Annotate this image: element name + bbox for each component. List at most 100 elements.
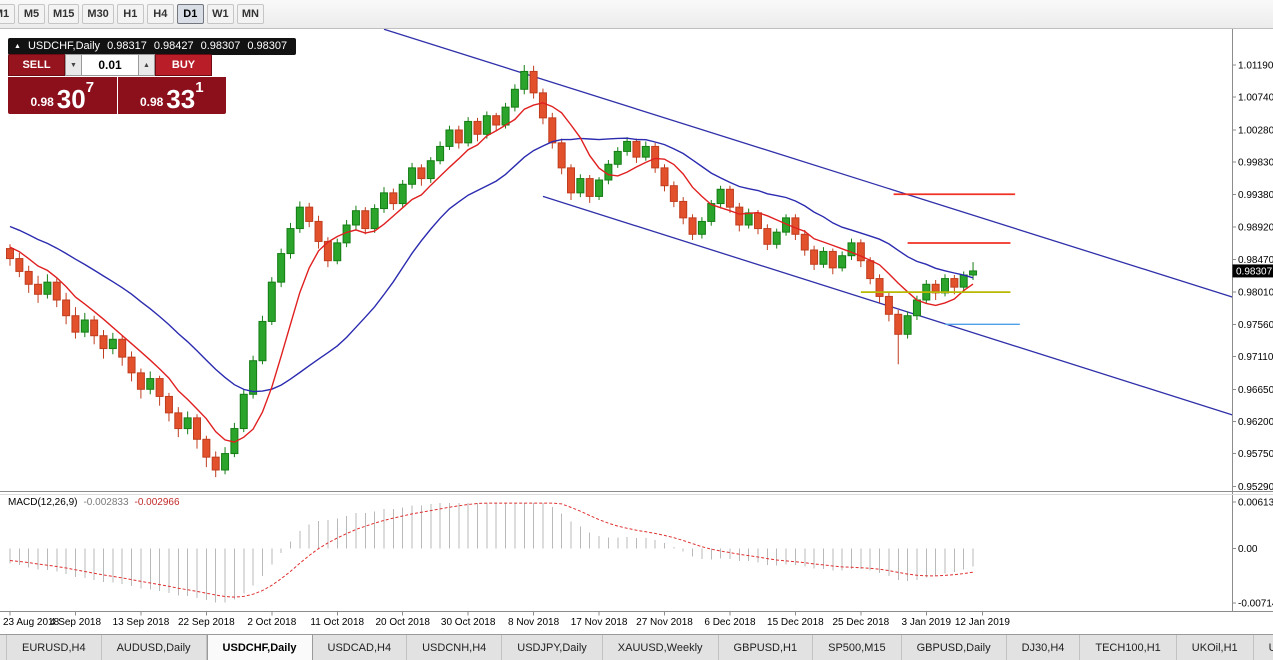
axes[interactable]: 1.01190 1.00740 1.00280 0.99830 0.99380 0.989…: [0, 28, 1273, 628]
tab-sp500-m15[interactable]: SP500,M15: [813, 635, 902, 660]
svg-text:2 Oct 2018: 2 Oct 2018: [247, 617, 296, 628]
one-click-trading-panel: SELL ▼ ▲ BUY 0.98 30 7 0.98 33 1: [8, 54, 226, 114]
timeframe-w1[interactable]: W1: [206, 4, 234, 24]
macd-main-value: -0.002833: [83, 497, 129, 508]
svg-text:0.98307: 0.98307: [1236, 266, 1273, 277]
timeframe-toolbar: M1 M5 M15 M30 H1 H4 D1 W1 MN: [0, 0, 1273, 29]
sell-price-point: 7: [85, 79, 95, 96]
buy-button[interactable]: BUY: [155, 54, 212, 76]
tab-usdcad-h4[interactable]: USDCAD,H4: [313, 635, 408, 660]
sell-price-pips: 30: [56, 83, 86, 114]
ma-slow-line: [9, 137, 974, 393]
tab-usdcnh-h4[interactable]: USDCNH,H4: [407, 635, 503, 660]
macd-signal-value: -0.002966: [134, 497, 180, 508]
macd-histogram: [9, 503, 974, 603]
tab-ukoil-h1[interactable]: UKOil,H1: [1177, 635, 1254, 660]
tab-partial[interactable]: U: [1254, 635, 1273, 660]
one-click-controls-row: SELL ▼ ▲ BUY: [8, 54, 226, 76]
lot-increase-button[interactable]: ▲: [138, 54, 155, 76]
svg-text:4 Sep 2018: 4 Sep 2018: [50, 617, 102, 628]
svg-text:0.96200: 0.96200: [1238, 417, 1273, 428]
svg-text:0.98920: 0.98920: [1238, 223, 1273, 234]
svg-text:1.00740: 1.00740: [1238, 93, 1273, 104]
svg-text:3 Jan 2019: 3 Jan 2019: [902, 617, 952, 628]
chart-symbol-label: USDCHF,Daily: [27, 40, 101, 52]
svg-text:12 Jan 2019: 12 Jan 2019: [955, 617, 1010, 628]
price-axis[interactable]: 1.01190 1.00740 1.00280 0.99830 0.99380 0.989…: [1232, 61, 1273, 493]
ohlc-open: 0.98317: [107, 40, 147, 52]
svg-text:22 Sep 2018: 22 Sep 2018: [178, 617, 235, 628]
tab-gbpusd-h1[interactable]: GBPUSD,H1: [719, 635, 814, 660]
svg-text:0.96650: 0.96650: [1238, 385, 1273, 396]
timeframe-h4[interactable]: H4: [146, 4, 174, 24]
tab-usdjpy-daily[interactable]: USDJPY,Daily: [502, 635, 603, 660]
tab-eurusd-h4[interactable]: EURUSD,H4: [6, 635, 102, 660]
ohlc-low: 0.98307: [200, 40, 241, 52]
svg-text:27 Nov 2018: 27 Nov 2018: [636, 617, 693, 628]
hlines-layer: [860, 193, 1020, 325]
svg-text:6 Dec 2018: 6 Dec 2018: [704, 617, 756, 628]
macd-name: MACD(12,26,9): [8, 497, 78, 508]
tab-tech100-h1[interactable]: TECH100,H1: [1080, 635, 1177, 660]
chart-symbol-header: ▲ USDCHF,Daily 0.98317 0.98427 0.98307 0…: [8, 38, 297, 55]
svg-text:0.95750: 0.95750: [1238, 449, 1273, 460]
buy-price-display[interactable]: 0.98 33 1: [117, 77, 226, 114]
svg-text:1.01190: 1.01190: [1238, 61, 1273, 72]
timeframe-m5[interactable]: M5: [18, 4, 45, 24]
ohlc-close: 0.98307: [247, 40, 288, 52]
sell-price-display[interactable]: 0.98 30 7: [8, 77, 117, 114]
svg-text:23 Aug 2018: 23 Aug 2018: [3, 617, 60, 628]
tab-audusd-daily[interactable]: AUDUSD,Daily: [102, 635, 207, 660]
svg-text:-0.007142: -0.007142: [1238, 598, 1273, 609]
chevron-down-icon: ▼: [70, 61, 77, 69]
chart-marker-icon: ▲: [14, 42, 21, 50]
timeframe-m1[interactable]: M1: [0, 4, 15, 24]
macd-signal-line: [9, 502, 974, 598]
svg-text:0.006137: 0.006137: [1238, 498, 1273, 509]
timeframe-mn[interactable]: MN: [236, 4, 264, 24]
svg-text:8 Nov 2018: 8 Nov 2018: [508, 617, 560, 628]
svg-text:0.99380: 0.99380: [1238, 190, 1273, 201]
svg-text:20 Oct 2018: 20 Oct 2018: [375, 617, 430, 628]
timeframe-m15[interactable]: M15: [48, 4, 80, 24]
ohlc-high: 0.98427: [153, 40, 194, 52]
current-price-marker: 0.98307: [1232, 264, 1273, 278]
svg-text:0.98470: 0.98470: [1238, 255, 1273, 266]
buy-price-pips: 33: [166, 83, 196, 114]
tab-usdchf-daily[interactable]: USDCHF,Daily: [206, 635, 313, 660]
lot-decrease-button[interactable]: ▼: [65, 54, 82, 76]
tab-xauusd-weekly[interactable]: XAUUSD,Weekly: [603, 635, 719, 660]
buy-price-point: 1: [195, 79, 204, 96]
timeframe-d1[interactable]: D1: [176, 4, 204, 24]
candles-layer: [6, 65, 978, 478]
tab-dj30-h4[interactable]: DJ30,H4: [1007, 635, 1081, 660]
svg-text:15 Dec 2018: 15 Dec 2018: [767, 617, 824, 628]
svg-text:0.95290: 0.95290: [1238, 482, 1273, 493]
timeframe-h1[interactable]: H1: [116, 4, 144, 24]
macd-panel[interactable]: [9, 502, 974, 603]
svg-text:25 Dec 2018: 25 Dec 2018: [832, 617, 889, 628]
svg-text:13 Sep 2018: 13 Sep 2018: [113, 617, 170, 628]
sell-price-prefix: 0.98: [30, 95, 54, 109]
one-click-prices-row: 0.98 30 7 0.98 33 1: [8, 77, 226, 114]
svg-text:0.00: 0.00: [1238, 544, 1258, 555]
svg-text:1.00280: 1.00280: [1238, 126, 1273, 137]
buy-price-prefix: 0.98: [139, 95, 164, 109]
chart-tabs-bar: EURUSD,H4 AUDUSD,Daily USDCHF,Daily USDC…: [0, 634, 1273, 660]
sell-button[interactable]: SELL: [8, 54, 65, 76]
tab-gbpusd-daily[interactable]: GBPUSD,Daily: [902, 635, 1007, 660]
svg-text:30 Oct 2018: 30 Oct 2018: [441, 617, 496, 628]
macd-axis[interactable]: 0.006137 0.00 -0.007142: [1232, 498, 1273, 610]
svg-text:0.99830: 0.99830: [1238, 158, 1273, 169]
ma-fast-line: [9, 102, 974, 443]
svg-text:0.97110: 0.97110: [1238, 352, 1273, 363]
svg-text:0.97560: 0.97560: [1238, 320, 1273, 331]
trendlines-layer: [383, 28, 1232, 416]
svg-text:0.98010: 0.98010: [1238, 288, 1273, 299]
lot-size-input[interactable]: [82, 54, 138, 76]
price-panel[interactable]: [6, 28, 1235, 478]
chevron-up-icon: ▲: [143, 61, 150, 69]
timeframe-m30[interactable]: M30: [82, 4, 114, 24]
